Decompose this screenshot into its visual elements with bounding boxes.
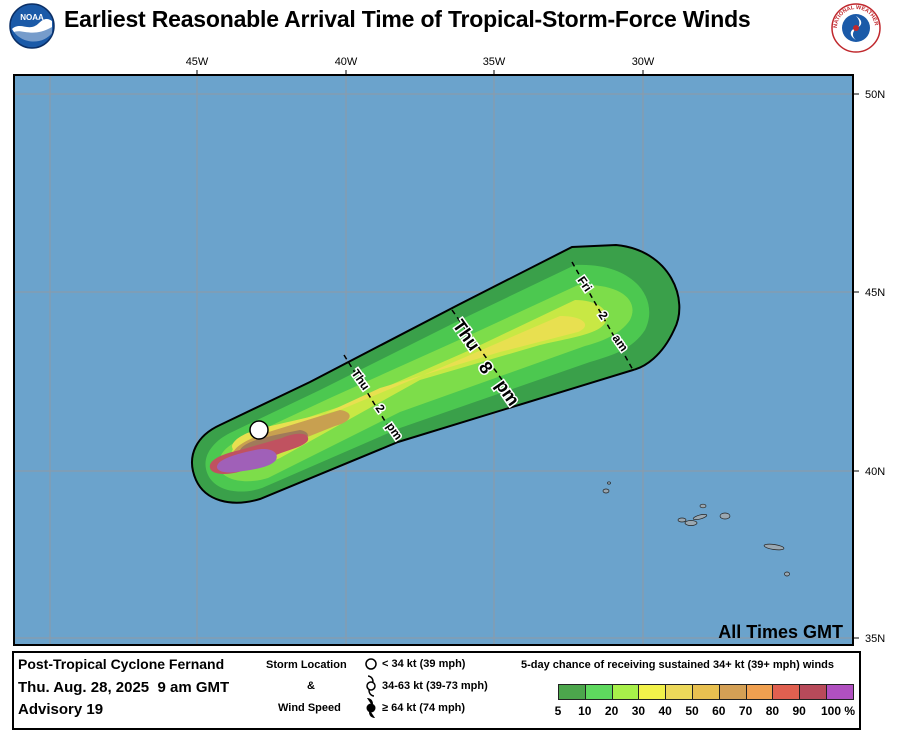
weak-storm-icon xyxy=(365,658,377,670)
probability-label: 100 % xyxy=(821,704,856,718)
probability-label: 40 xyxy=(658,704,672,718)
axis-labels: 45W 40W 35W 30W 50N 45N 40N 35N xyxy=(186,56,886,645)
probability-swatch xyxy=(772,684,801,700)
storm-location-marker xyxy=(249,420,269,440)
probability-swatch xyxy=(745,684,774,700)
tropical-storm-icon xyxy=(366,675,376,697)
wind-probability-swath xyxy=(191,243,681,504)
probability-swatch xyxy=(665,684,694,700)
probability-swatch xyxy=(558,684,586,700)
map-area: Thu 2 pm Thu 8 pm Fri 2 am 45W 40W 35W 3… xyxy=(13,56,886,646)
lon-label-30w: 30W xyxy=(632,56,655,68)
lon-label-35w: 35W xyxy=(483,56,506,68)
legend-panel: Post-Tropical Cyclone Fernand Thu. Aug. … xyxy=(12,651,861,730)
map-border xyxy=(13,74,854,646)
isochrone-lines xyxy=(343,261,634,443)
advisory-number: Advisory 19 xyxy=(18,701,104,718)
probability-swatch xyxy=(826,684,854,700)
ampersand-label: & xyxy=(307,680,315,692)
lat-label-40n: 40N xyxy=(865,466,885,478)
map-svg: Thu 2 pm Thu 8 pm Fri 2 am 45W 40W 35W 3… xyxy=(13,56,886,646)
probability-swatch xyxy=(692,684,720,700)
probability-label: 70 xyxy=(738,704,753,718)
storm-name: Post-Tropical Cyclone Fernand xyxy=(18,656,225,672)
advisory-date: Thu. Aug. 28, 2025 9 am GMT xyxy=(18,679,230,696)
probability-label: 60 xyxy=(712,704,726,718)
probability-swatch xyxy=(638,684,667,700)
probability-label: 20 xyxy=(604,704,619,718)
wind-class-icons xyxy=(365,658,377,718)
lon-label-45w: 45W xyxy=(186,56,209,68)
wind-speed-label: Wind Speed xyxy=(278,702,341,714)
wind-class-weak: < 34 kt (39 mph) xyxy=(382,658,466,670)
noaa-logo: NOAA xyxy=(9,3,55,54)
probability-swatch xyxy=(718,684,747,700)
probability-label: 10 xyxy=(578,704,592,718)
probability-title: 5-day chance of receiving sustained 34+ … xyxy=(521,659,834,671)
nws-logo: NATIONAL WEATHER SERVICE xyxy=(829,0,881,58)
probability-label: 80 xyxy=(765,704,780,718)
probability-label: 5 xyxy=(554,704,562,718)
lon-label-40w: 40W xyxy=(335,56,358,68)
probability-swatch xyxy=(611,684,640,700)
hurricane-icon xyxy=(366,698,376,718)
page-title: Earliest Reasonable Arrival Time of Trop… xyxy=(64,6,751,32)
lat-label-45n: 45N xyxy=(865,287,885,299)
probability-swatch xyxy=(584,684,613,700)
timezone-note: All Times GMT xyxy=(718,622,843,642)
wind-class-hurricane: ≥ 64 kt (74 mph) xyxy=(382,702,466,714)
storm-location-label: Storm Location xyxy=(266,659,347,671)
probability-label: 50 xyxy=(685,704,699,718)
probability-swatch xyxy=(799,684,828,700)
lat-label-35n: 35N xyxy=(865,633,885,645)
wind-class-tropical-storm: 34-63 kt (39-73 mph) xyxy=(382,680,488,692)
probability-label: 30 xyxy=(631,704,646,718)
probability-label: 90 xyxy=(792,704,806,718)
svg-text:NOAA: NOAA xyxy=(20,13,44,22)
azores-islands xyxy=(602,481,790,577)
lat-label-50n: 50N xyxy=(865,89,885,101)
